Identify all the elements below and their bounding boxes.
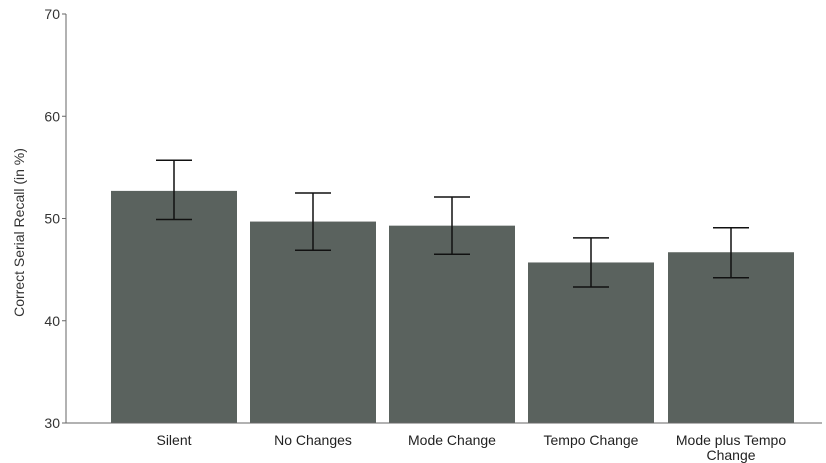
y-axis: 30 40 50 60 70: [44, 6, 67, 431]
x-axis: Silent No Changes Mode Change Tempo Change M…: [66, 422, 822, 463]
error-bars: [156, 159, 749, 288]
y-tick-label: 50: [44, 211, 60, 227]
bar: [668, 252, 794, 423]
bars: [111, 190, 794, 423]
bar: [528, 262, 654, 423]
y-tick-label: 40: [44, 313, 60, 329]
x-tick-label: Tempo Change: [544, 432, 639, 448]
bar: [111, 190, 237, 423]
x-tick-label: Silent: [156, 432, 191, 448]
bar: [389, 225, 515, 423]
y-tick-label: 60: [44, 108, 60, 124]
bar: [250, 221, 376, 423]
y-tick-label: 30: [44, 415, 60, 431]
x-tick-label: No Changes: [274, 432, 352, 448]
x-tick-label: Mode Change: [408, 432, 496, 448]
x-tick-label: Mode plus Tempo Change: [676, 432, 786, 463]
y-axis-title: Correct Serial Recall (in %): [11, 148, 27, 317]
y-tick-label: 70: [44, 6, 60, 22]
